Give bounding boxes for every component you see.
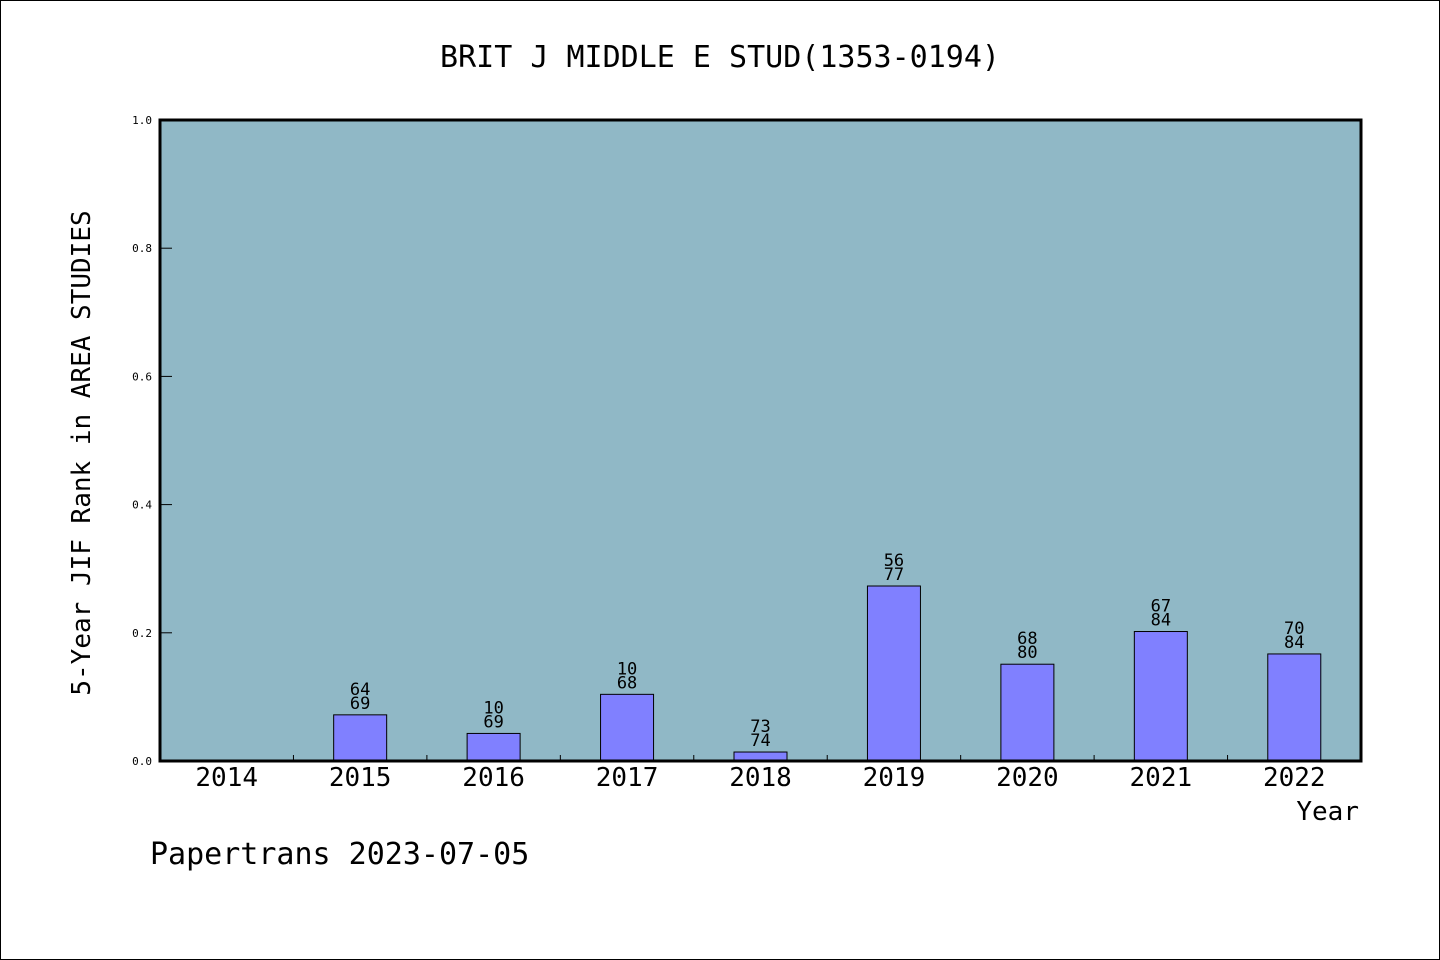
- bar-rank-label: 10: [483, 698, 503, 718]
- bar-rank-label: 67: [1151, 597, 1171, 617]
- bar-total-label: 69: [483, 712, 503, 732]
- bar-rank-label: 10: [617, 659, 637, 679]
- x-tick-label: 2017: [596, 763, 659, 793]
- x-tick-label: 2021: [1130, 763, 1193, 793]
- y-tick-label: 0.6: [132, 370, 152, 383]
- x-tick-label: 2019: [863, 763, 926, 793]
- bar-total-label: 77: [884, 565, 904, 585]
- bar-2022: [1267, 653, 1322, 762]
- y-tick-label: 0.8: [132, 242, 152, 255]
- y-axis: 0.0 0.2 0.4 0.6 0.8 1.0: [132, 114, 172, 768]
- x-tick-label: 2018: [729, 763, 792, 793]
- y-axis-label: 5-Year JIF Rank in AREA STUDIES: [67, 210, 97, 695]
- bar-2016: [466, 732, 521, 762]
- bar-total-label: 80: [1017, 643, 1037, 663]
- x-tick-label: 2020: [996, 763, 1059, 793]
- x-tick-label: 2022: [1263, 763, 1326, 793]
- x-tick-label: 2015: [329, 763, 392, 793]
- plot-border: [158, 118, 1363, 763]
- bar-2015: [333, 714, 388, 762]
- x-tick-label: 2016: [462, 763, 525, 793]
- chart-title: BRIT J MIDDLE E STUD(1353-0194): [440, 40, 1000, 75]
- bar-rank-label: 73: [750, 717, 770, 737]
- bar-total-label: 84: [1284, 633, 1304, 653]
- x-axis-label: Year: [1296, 797, 1359, 827]
- y-tick-label: 0.2: [132, 627, 152, 640]
- bar-rank-label: 70: [1284, 619, 1304, 639]
- bar-rank-label: 68: [1017, 629, 1037, 649]
- bar-rank-label: 64: [350, 680, 370, 700]
- y-tick-label: 0.0: [132, 755, 152, 768]
- bar-2020: [1000, 663, 1055, 762]
- x-axis: 2014 2015 2016 2017 2018 2019 2020 2021 2022: [195, 755, 1326, 793]
- bar-rank-label: 56: [884, 551, 904, 571]
- x-tick-label: 2014: [195, 763, 258, 793]
- bar-2019: [866, 585, 921, 762]
- bar-2021: [1133, 631, 1188, 762]
- y-tick-label: 0.4: [132, 499, 152, 512]
- bar-total-label: 84: [1151, 611, 1171, 631]
- bar-total-label: 74: [750, 731, 770, 751]
- y-tick-label: 1.0: [132, 114, 152, 127]
- footer-text: Papertrans 2023-07-05: [150, 837, 529, 872]
- bars-group: [333, 585, 1322, 762]
- bar-total-label: 69: [350, 694, 370, 714]
- bar-total-label: 68: [617, 673, 637, 693]
- bar-2017: [600, 693, 655, 762]
